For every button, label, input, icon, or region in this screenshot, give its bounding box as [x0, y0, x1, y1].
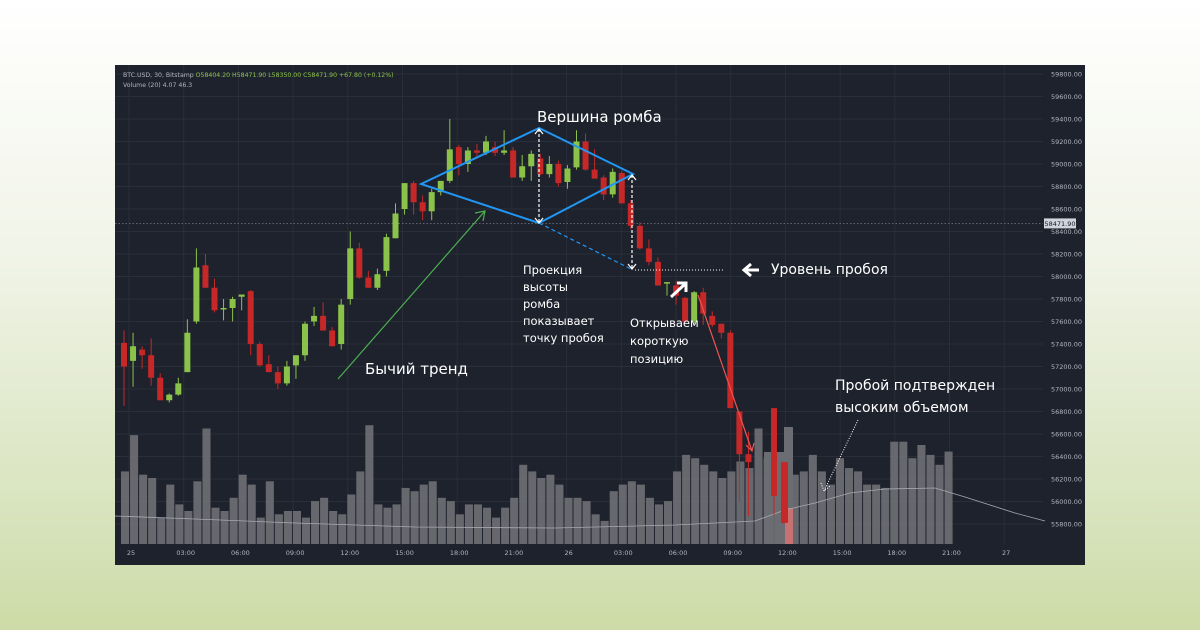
grid: [115, 65, 1043, 543]
svg-text:09:00: 09:00: [286, 549, 305, 557]
svg-text:57800.00: 57800.00: [1051, 296, 1082, 304]
volume-bars: [121, 425, 953, 544]
svg-text:58200.00: 58200.00: [1051, 251, 1082, 259]
svg-text:59400.00: 59400.00: [1051, 116, 1082, 124]
price-axis[interactable]: 59800.00 59600.00 59400.00 59200.00 59000.00…: [1051, 71, 1082, 529]
drop-arrow-icon: [697, 294, 755, 453]
legend-symbol: BTC.USD, 30, Bitstamp: [123, 72, 194, 79]
svg-text:56800.00: 56800.00: [1051, 408, 1082, 416]
annotation-projection: Проекция высоты ромба показывает точку п…: [523, 263, 604, 345]
chart-legend: BTC.USD, 30, Bitstamp O58404.20 H58471.9…: [123, 71, 394, 91]
svg-text:58600.00: 58600.00: [1051, 206, 1082, 214]
volume-pointer-icon: [820, 419, 859, 492]
arrow-left-icon: [741, 262, 759, 278]
annotation-volume-confirm: Пробой подтвержден высоким объемом: [835, 378, 996, 416]
legend-change: +67.80 (+0.12%): [338, 72, 394, 79]
chart-panel[interactable]: 59800.00 59600.00 59400.00 59200.00 59000.00…: [115, 65, 1085, 565]
annotation-diamond-top: Вершина ромба: [537, 108, 662, 126]
svg-text:18:00: 18:00: [887, 549, 906, 557]
svg-text:06:00: 06:00: [669, 549, 688, 557]
annotation-short-position: Открываем короткую позицию: [630, 316, 699, 366]
svg-text:59600.00: 59600.00: [1051, 93, 1082, 101]
time-axis[interactable]: 25 03:00 06:00 09:00 12:00 15:00 18:00 21:00 26 0…: [127, 549, 1010, 557]
legend-low: L58350.00: [268, 72, 302, 79]
annotation-breakout-level: Уровень пробоя: [771, 262, 888, 278]
svg-text:57600.00: 57600.00: [1051, 318, 1082, 326]
annotation-bull-trend: Бычий тренд: [365, 360, 468, 378]
arrow-up-right-icon: [669, 281, 688, 299]
svg-text:12:00: 12:00: [778, 549, 797, 557]
svg-text:03:00: 03:00: [176, 549, 195, 557]
svg-text:58800.00: 58800.00: [1051, 183, 1082, 191]
candlestick-chart[interactable]: 59800.00 59600.00 59400.00 59200.00 59000.00…: [115, 65, 1085, 565]
svg-text:06:00: 06:00: [231, 549, 250, 557]
legend-open: O58404.20: [195, 72, 231, 79]
legend-volume: Volume (20) 4.07 46.3: [123, 82, 193, 89]
diamond-pattern: [418, 126, 636, 225]
legend-close: C58471.90: [303, 72, 338, 79]
svg-text:15:00: 15:00: [833, 549, 852, 557]
svg-text:21:00: 21:00: [505, 549, 524, 557]
svg-text:59200.00: 59200.00: [1051, 138, 1082, 146]
last-price-badge: [1044, 218, 1076, 229]
svg-text:21:00: 21:00: [942, 549, 961, 557]
svg-text:18:00: 18:00: [450, 549, 469, 557]
svg-text:26: 26: [564, 549, 572, 557]
svg-text:58000.00: 58000.00: [1051, 273, 1082, 281]
svg-text:57200.00: 57200.00: [1051, 363, 1082, 371]
svg-text:25: 25: [127, 549, 135, 557]
svg-text:56600.00: 56600.00: [1051, 431, 1082, 439]
svg-text:56200.00: 56200.00: [1051, 476, 1082, 484]
svg-text:59800.00: 59800.00: [1051, 71, 1082, 79]
legend-high: H58471.90: [232, 72, 267, 79]
svg-text:58400.00: 58400.00: [1051, 228, 1082, 236]
svg-text:57000.00: 57000.00: [1051, 386, 1082, 394]
svg-text:03:00: 03:00: [614, 549, 633, 557]
trend-arrow-icon: [337, 210, 486, 380]
svg-text:27: 27: [1002, 549, 1010, 557]
svg-text:56000.00: 56000.00: [1051, 498, 1082, 506]
svg-text:56400.00: 56400.00: [1051, 453, 1082, 461]
svg-text:59000.00: 59000.00: [1051, 161, 1082, 169]
candles: [121, 119, 788, 524]
svg-text:57400.00: 57400.00: [1051, 341, 1082, 349]
svg-text:12:00: 12:00: [340, 549, 359, 557]
svg-text:58471.90: 58471.90: [1044, 220, 1075, 228]
svg-text:55800.00: 55800.00: [1051, 521, 1082, 529]
projection-line: [538, 222, 634, 271]
svg-text:15:00: 15:00: [395, 549, 414, 557]
svg-text:09:00: 09:00: [723, 549, 742, 557]
